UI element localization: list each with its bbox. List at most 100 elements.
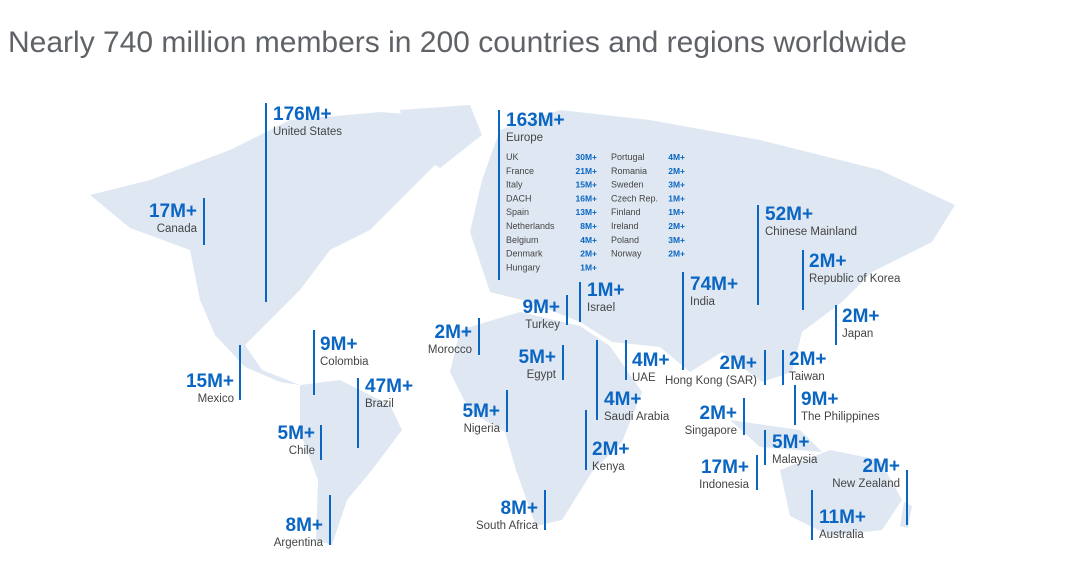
region-name: Colombia [320,356,369,368]
region-name: South Africa [476,520,539,532]
country-value: 16M+ [576,193,598,203]
country-value: 2M+ [668,249,685,259]
region-value: 74M+ [690,274,738,295]
country-name: Belgium [506,235,539,245]
eurasia [470,110,955,382]
country-name: Romania [611,166,647,176]
region-value: 4M+ [632,350,670,371]
region-name: UAE [632,372,656,384]
country-value: 15M+ [576,180,598,190]
region-name: United States [273,126,342,138]
region-value: 5M+ [519,347,557,368]
region-value: 163M+ [506,110,565,131]
region-name: Europe [506,132,543,144]
region-value: 5M+ [278,423,316,444]
country-value: 3M+ [668,235,685,245]
region-value: 4M+ [604,389,642,410]
country-name: Italy [506,180,523,190]
region-name: Chinese Mainland [765,226,857,238]
region-value: 2M+ [863,456,901,477]
region-value: 2M+ [592,439,630,460]
north-america [90,112,460,385]
region-value: 8M+ [501,498,539,519]
australia [780,450,902,536]
country-name: Sweden [611,180,644,190]
region-name: Kenya [592,461,625,473]
country-name: Poland [611,235,639,245]
region-name: Taiwan [789,371,825,383]
country-value: 1M+ [668,193,685,203]
country-value: 1M+ [580,262,597,272]
region-name: Turkey [525,319,560,331]
region-name: Canada [157,223,198,235]
title: Nearly 740 million members in 200 countr… [8,26,907,59]
region-name: Japan [842,328,873,340]
region-name: Hong Kong (SAR) [665,375,757,387]
country-value: 13M+ [576,207,598,217]
greenland [400,105,482,168]
region-value: 11M+ [819,507,866,528]
country-value: 3M+ [668,180,685,190]
region-value: 52M+ [765,204,813,225]
region-value: 176M+ [273,104,332,125]
country-name: France [506,166,534,176]
region-name: Saudi Arabia [604,411,670,423]
country-name: Portugal [611,152,645,162]
country-value: 4M+ [580,235,597,245]
region-value: 8M+ [286,515,324,536]
region-value: 15M+ [186,371,234,392]
region-value: 2M+ [700,403,738,424]
region-name: The Philippines [801,411,880,423]
country-value: 2M+ [580,249,597,259]
country-name: Ireland [611,221,639,231]
region-name: Australia [819,529,864,541]
country-value: 1M+ [668,207,685,217]
region-name: Malaysia [772,454,818,466]
region-name: Brazil [365,398,394,410]
region-value: 2M+ [809,251,847,272]
region-value: 2M+ [842,306,880,327]
world-map [90,105,955,545]
country-name: UK [506,152,519,162]
region-name: Mexico [198,393,234,405]
country-name: Denmark [506,249,543,259]
region-value: 9M+ [523,297,561,318]
region-name: Chile [289,445,315,457]
callouts: 176M+United States17M+Canada15M+Mexico9M… [149,103,908,549]
country-value: 2M+ [668,221,685,231]
region-name: India [690,296,716,308]
country-name: Czech Rep. [611,193,658,203]
country-value: 21M+ [576,166,598,176]
region-name: Republic of Korea [809,273,901,285]
region-value: 1M+ [587,280,625,301]
region-value: 9M+ [801,389,839,410]
country-value: 30M+ [576,152,598,162]
region-name: Israel [587,302,615,314]
south-america [300,380,402,545]
africa [450,312,642,526]
country-name: Finland [611,207,641,217]
region-name: Egypt [527,369,557,381]
country-name: Spain [506,207,529,217]
region-value: 9M+ [320,334,358,355]
region-value: 47M+ [365,376,413,397]
country-value: 2M+ [668,166,685,176]
region-name: Singapore [685,425,737,437]
region-name: Argentina [274,537,324,549]
region-name: Nigeria [464,423,501,435]
country-value: 4M+ [668,152,685,162]
region-name: Indonesia [699,479,749,491]
country-name: Norway [611,249,642,259]
region-name: Morocco [428,344,472,356]
region-value: 17M+ [701,457,749,478]
country-value: 8M+ [580,221,597,231]
region-value: 2M+ [435,322,473,343]
region-value: 2M+ [789,349,827,370]
country-name: Hungary [506,262,541,272]
region-name: New Zealand [832,478,900,490]
region-value: 5M+ [772,432,810,453]
region-value: 2M+ [720,353,758,374]
region-value: 5M+ [463,401,501,422]
country-name: Netherlands [506,221,555,231]
